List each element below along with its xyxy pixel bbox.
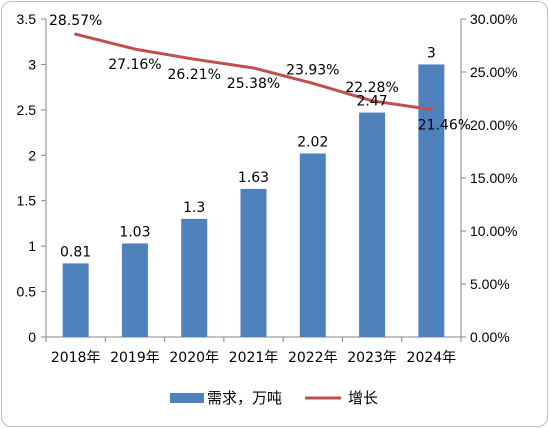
- line-layer: [74, 32, 433, 112]
- y-left-tick-label: 1.5: [17, 193, 37, 209]
- line-point-growth: [429, 108, 433, 112]
- bar-demand: [240, 188, 267, 337]
- line-value-label: 27.16%: [108, 57, 161, 73]
- bar-value-label: 2.02: [297, 134, 328, 150]
- bar-value-label: 3: [427, 45, 436, 61]
- line-value-label: 21.46%: [418, 118, 471, 134]
- line-value-label: 23.93%: [286, 62, 339, 78]
- bar-value-label: 1.63: [238, 170, 269, 186]
- y-left-tick-label: 2: [28, 147, 36, 163]
- bar-demand: [121, 243, 148, 337]
- line-point-growth: [311, 81, 315, 85]
- x-tick-label: 2020年: [169, 350, 219, 366]
- line-point-growth: [192, 57, 196, 61]
- bars-layer: [62, 64, 445, 337]
- line-point-growth: [74, 32, 78, 36]
- line-value-label: 22.28%: [345, 80, 398, 96]
- y-right-tick-label: 25.00%: [470, 64, 517, 80]
- line-point-growth: [133, 47, 137, 51]
- y-right-tick-label: 20.00%: [470, 117, 517, 133]
- line-point-growth: [370, 99, 374, 103]
- y-right-tick-label: 10.00%: [470, 223, 517, 239]
- y-right-tick-label: 5.00%: [470, 276, 510, 292]
- x-tick-label: 2022年: [288, 350, 338, 366]
- bar-demand: [181, 218, 208, 337]
- bar-value-label: 1.3: [183, 200, 205, 216]
- data-labels: 0.81 1.03 1.3 1.63 2.02 2.47 3 28.57% 27.16% 26.2…: [49, 13, 471, 260]
- bar-demand: [62, 263, 89, 337]
- y-left-tick-label: 2.5: [17, 102, 37, 118]
- y-right-tick-label: 0.00%: [470, 329, 510, 345]
- bar-value-label: 1.03: [119, 224, 150, 240]
- bar-demand: [359, 112, 386, 337]
- x-tick-label: 2021年: [229, 350, 279, 366]
- bar-demand: [299, 153, 326, 337]
- y-left-tick-label: 0: [28, 329, 36, 345]
- y-left-tick-label: 3.5: [17, 11, 37, 27]
- legend-swatch-demand: [170, 393, 204, 403]
- bar-value-label: 0.81: [60, 244, 91, 260]
- x-tick-label: 2024年: [407, 350, 457, 366]
- y-left-tick-label: 3: [28, 56, 36, 72]
- x-tick-label: 2019年: [110, 350, 160, 366]
- legend-label-demand: 需求，万吨: [207, 389, 282, 407]
- bar-demand: [418, 64, 445, 337]
- legend: 需求，万吨 增长: [170, 389, 378, 407]
- x-tick-label: 2023年: [347, 350, 397, 366]
- axes: 0 0.5 1 1.5 2 2.5 3 3.5 0.00% 5.00% 10.00% 15.00% 20…: [17, 11, 518, 366]
- y-left-tick-label: 0.5: [17, 284, 37, 300]
- line-value-label: 26.21%: [168, 67, 221, 83]
- y-left-tick-label: 1: [28, 238, 36, 254]
- x-tick-label: 2018年: [51, 350, 101, 366]
- legend-label-growth: 增长: [348, 389, 378, 407]
- bar-value-label: 2.47: [356, 94, 387, 110]
- line-point-growth: [252, 66, 255, 70]
- y-right-tick-label: 15.00%: [470, 170, 517, 186]
- y-right-tick-label: 30.00%: [470, 11, 517, 27]
- line-value-label: 28.57%: [49, 13, 102, 29]
- line-value-label: 25.38%: [227, 76, 280, 92]
